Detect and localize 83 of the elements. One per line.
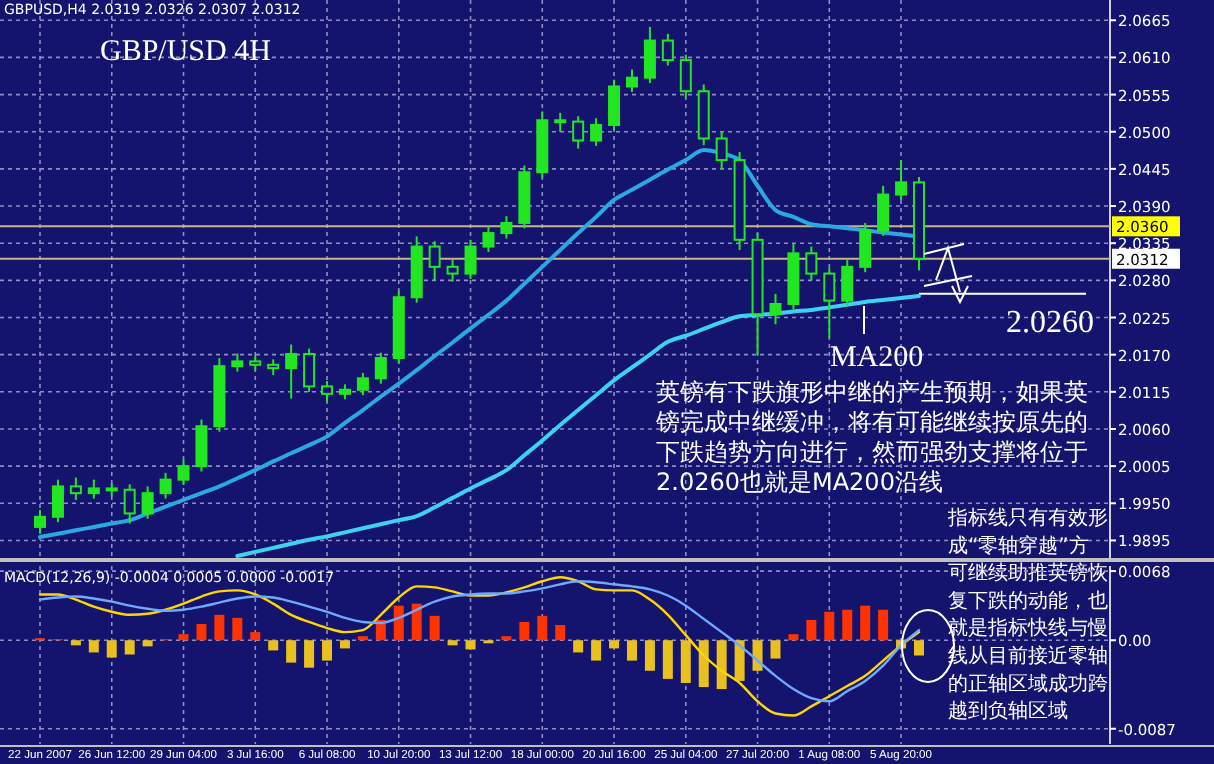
candlestick xyxy=(572,115,585,150)
bar xyxy=(142,640,153,647)
bar xyxy=(322,640,333,661)
bar xyxy=(806,619,817,641)
candlestick xyxy=(877,184,890,237)
candlestick xyxy=(625,68,638,93)
bar xyxy=(770,640,781,659)
candlestick xyxy=(590,117,603,147)
bar xyxy=(644,640,655,671)
candlestick xyxy=(608,78,621,132)
bar xyxy=(106,640,117,658)
bar xyxy=(878,609,889,641)
bar xyxy=(447,640,458,646)
bar xyxy=(788,634,799,641)
bar xyxy=(304,640,315,668)
bar xyxy=(411,603,422,641)
bar xyxy=(716,640,727,690)
bar xyxy=(393,605,404,641)
candlestick xyxy=(69,476,82,501)
bar xyxy=(268,640,279,651)
annotation: MA200 xyxy=(830,342,924,374)
candlestick xyxy=(374,351,387,385)
candlestick xyxy=(303,347,316,393)
bar xyxy=(842,609,853,641)
candlestick xyxy=(231,352,244,373)
candlestick xyxy=(195,418,208,473)
candlestick xyxy=(715,130,728,170)
bar xyxy=(734,640,745,681)
bar xyxy=(626,640,637,661)
bar xyxy=(196,623,207,641)
bar xyxy=(429,615,440,641)
candlestick xyxy=(805,245,818,282)
candlestick xyxy=(446,259,459,283)
bar xyxy=(124,640,135,655)
bar xyxy=(914,640,924,656)
bar xyxy=(70,640,81,646)
bar xyxy=(662,640,673,679)
bar xyxy=(178,634,189,641)
bar xyxy=(339,640,350,649)
candlestick xyxy=(159,471,172,500)
bar xyxy=(232,617,243,641)
candlestick xyxy=(51,478,64,524)
line-series xyxy=(235,293,921,558)
candlestick xyxy=(141,485,154,520)
candlestick xyxy=(500,215,513,240)
candlestick xyxy=(554,111,567,133)
bar xyxy=(88,640,99,653)
bar xyxy=(214,614,225,641)
candlestick xyxy=(356,371,369,397)
text: GBP/USD 4H xyxy=(100,36,272,68)
candlestick xyxy=(679,53,692,99)
candlestick xyxy=(769,292,782,326)
ref-line-label: 2.0260 xyxy=(1006,306,1094,340)
candlestick xyxy=(321,380,334,403)
bar xyxy=(555,624,566,641)
candlestick xyxy=(428,240,441,282)
candlestick xyxy=(123,483,136,525)
candlestick xyxy=(697,83,710,147)
candlestick xyxy=(643,26,656,85)
bar xyxy=(537,615,548,641)
candlestick xyxy=(841,259,854,308)
candlestick xyxy=(34,509,46,535)
candlestick xyxy=(859,221,872,274)
bar xyxy=(824,611,835,641)
candlestick xyxy=(87,478,100,500)
candlestick xyxy=(895,159,908,201)
candlestick xyxy=(482,225,495,253)
bar xyxy=(250,632,261,641)
bar xyxy=(698,640,709,688)
bar xyxy=(680,640,691,683)
bar xyxy=(286,640,297,663)
candlestick xyxy=(661,32,674,67)
candlestick xyxy=(285,343,298,400)
bar xyxy=(860,605,871,641)
bar xyxy=(573,640,584,653)
bar xyxy=(591,640,602,661)
annotation: 英镑有下跌旗形中继的产生预期，如果英镑完成中继缓冲，将有可能继续按原先的下跌趋势方向进行，然而强劲支撑将位于2.0260也就是MA200沿线 xyxy=(654,378,1088,496)
bar xyxy=(519,621,530,641)
candlestick xyxy=(177,458,190,487)
candlestick xyxy=(464,238,477,280)
bar xyxy=(609,640,620,649)
bar xyxy=(465,640,476,650)
candlestick xyxy=(823,267,836,339)
